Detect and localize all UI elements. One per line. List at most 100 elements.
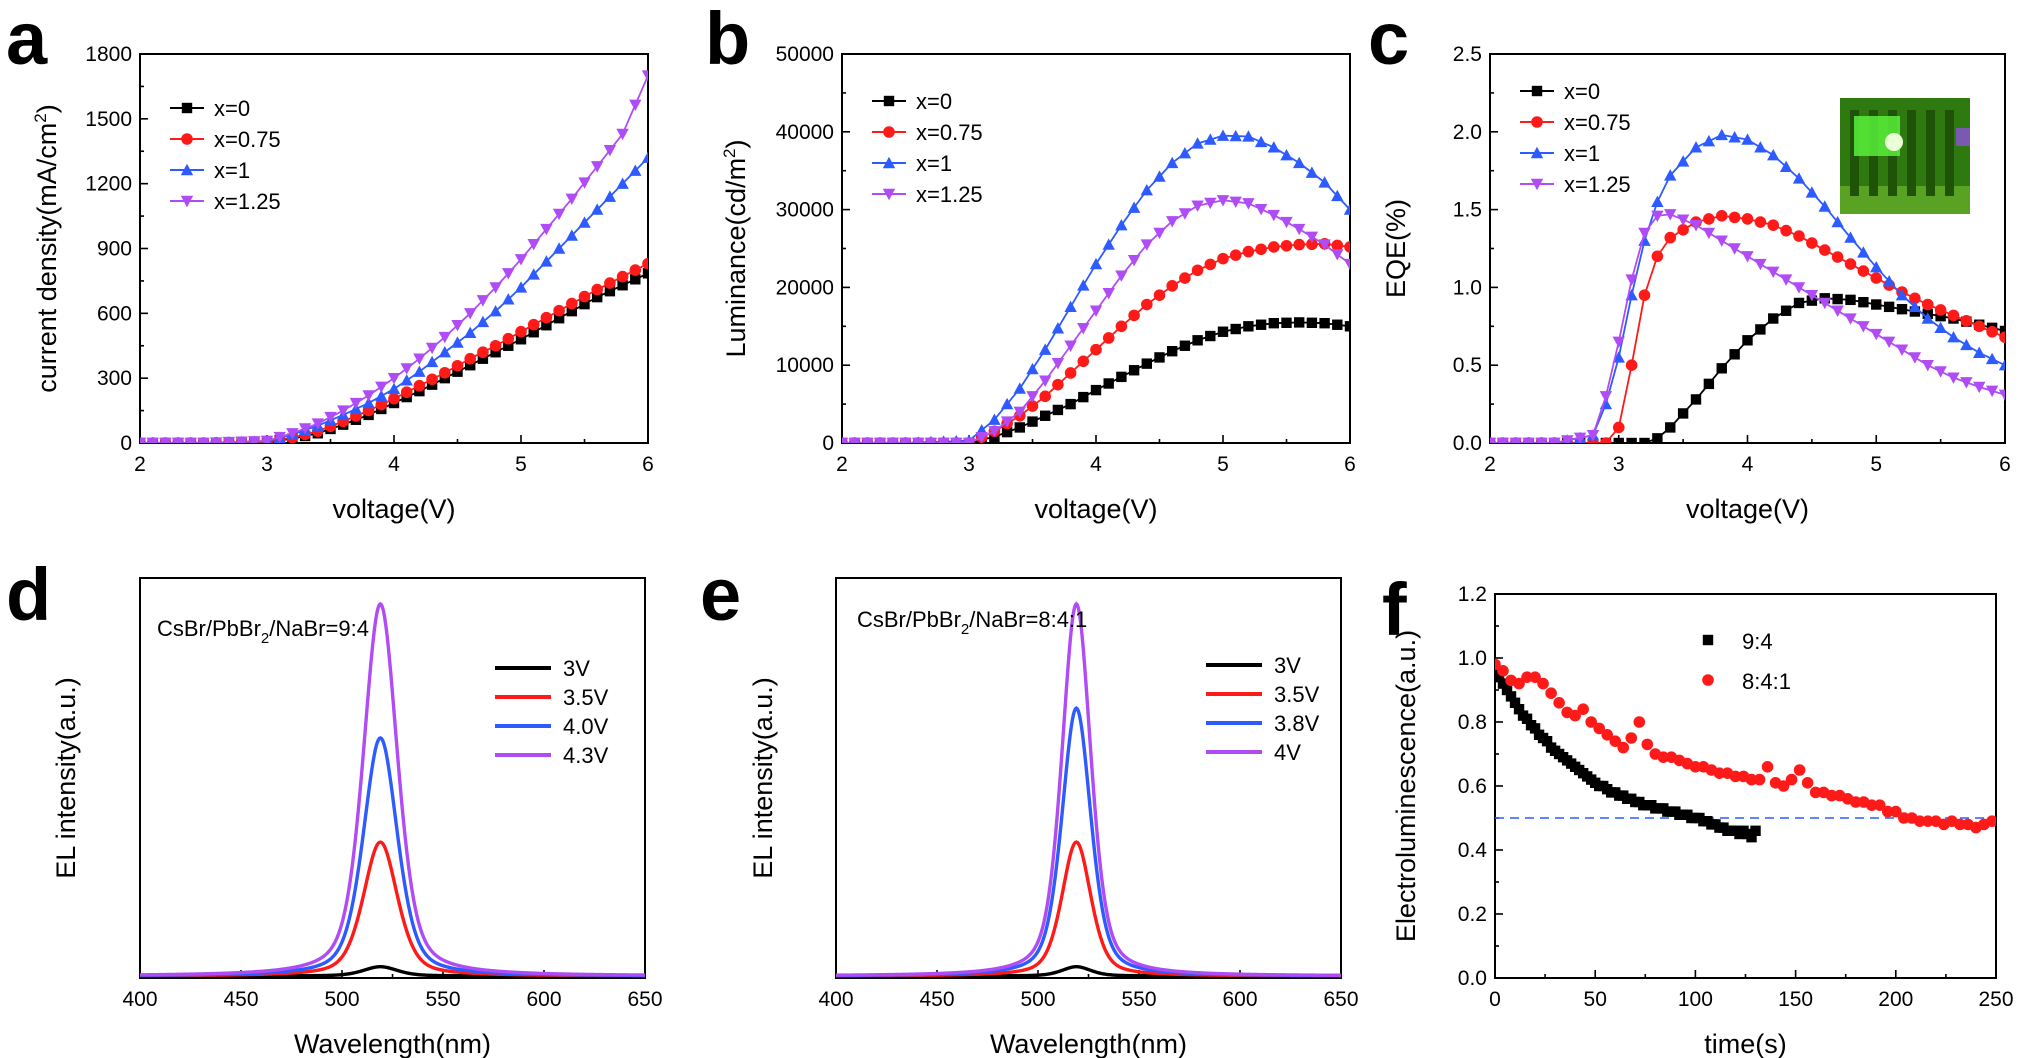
data-point [1153,289,1166,301]
legend-marker [181,102,193,114]
data-point [1761,761,1774,773]
data-point [1844,313,1857,325]
legend-label: 4V [1274,740,1301,765]
legend-label: x=0 [916,89,952,114]
y-axis-title: current density(mA/cm2) [31,104,62,393]
data-point [1521,671,1533,683]
data-point [1832,293,1843,305]
x-tick-label: 500 [324,988,359,1011]
data-point [1825,789,1838,802]
data-point [1742,335,1753,346]
x-tick-label: 450 [919,988,954,1011]
data-point [1665,422,1676,433]
data-point [1805,289,1819,302]
data-point [1306,317,1318,328]
data-point [1537,677,1549,690]
data-point [1027,416,1038,427]
data-point [1873,799,1886,811]
data-point [603,190,617,202]
data-point [1243,321,1254,332]
data-point [616,177,629,189]
data-point [1999,325,2005,337]
data-point [1585,716,1597,728]
data-point [1728,131,1741,143]
data-point [1495,672,1505,683]
y-tick-label: 2.0 [1453,121,1482,144]
data-point [1541,736,1553,747]
data-point [1641,738,1654,751]
data-point [400,386,413,399]
data-point [1973,346,1986,358]
plot-area-d [140,601,645,978]
data-point [1896,303,1908,315]
y-axis-title: Electroluminescence(a.u.) [1391,630,1421,942]
data-point [1801,777,1814,789]
panel-f: f 0 50 100 150 200 250 0.0 0.2 0.4 0.6 0.8 1.0 1.2 tim… [1382,568,2014,1058]
data-point [1715,235,1728,247]
data-point [515,325,527,338]
data-point [1792,172,1806,184]
data-point [1230,323,1241,335]
data-point [591,161,604,173]
data-point [1102,288,1115,300]
data-point [1664,231,1677,244]
x-tick-label: 4 [1742,453,1754,476]
y-tick-label: 0.8 [1458,711,1487,734]
data-point [1293,156,1306,169]
data-point [1844,231,1857,243]
data-point [1014,422,1025,433]
data-point [899,437,912,443]
data-point [1127,201,1141,213]
data-point [1216,195,1230,207]
data-point [565,229,578,241]
data-point [451,359,464,372]
panel-letter-f: f [1382,568,1407,651]
x-tick-label: 650 [1323,988,1358,1011]
spectrum-3.5V [140,840,645,978]
data-point [1986,325,1998,338]
data-point [362,390,375,402]
data-point [1857,246,1870,258]
data-point [1078,391,1089,403]
data-point [1609,735,1622,747]
legend-label: 3V [1274,653,1301,678]
data-point [1052,404,1064,416]
data-point [1745,773,1758,786]
data-point [1026,391,1039,403]
data-point [1633,716,1646,728]
data-point [1254,135,1268,148]
data-point [1140,183,1153,196]
data-point [413,379,426,392]
data-point [1973,381,1986,394]
data-point [1268,241,1280,253]
data-point [527,318,540,331]
data-point [540,223,553,236]
data-point [387,382,401,395]
data-point [1895,288,1909,301]
plot-area-c [1490,128,2005,443]
data-point [1793,764,1806,776]
data-point [1255,319,1267,330]
data-point [503,340,514,351]
plot-area-e [836,601,1341,978]
data-point [388,392,400,405]
data-point [861,437,874,443]
data-point [1553,697,1565,709]
x-tick-label: 6 [1344,453,1356,476]
x-tick-label: 550 [425,988,460,1011]
legend-marker [1702,634,1714,646]
data-point [477,353,489,364]
data-point [527,238,540,251]
data-point [1115,320,1128,333]
data-point [1849,796,1862,808]
data-point [937,437,950,443]
data-point [1651,210,1664,223]
data-point [1593,722,1606,735]
data-point [349,397,363,410]
y-tick-label: 30000 [776,199,834,222]
data-point [1728,211,1741,224]
data-point [1651,250,1664,263]
data-point [324,411,337,424]
data-point [578,290,591,303]
y-tick-label: 0.2 [1458,903,1487,926]
